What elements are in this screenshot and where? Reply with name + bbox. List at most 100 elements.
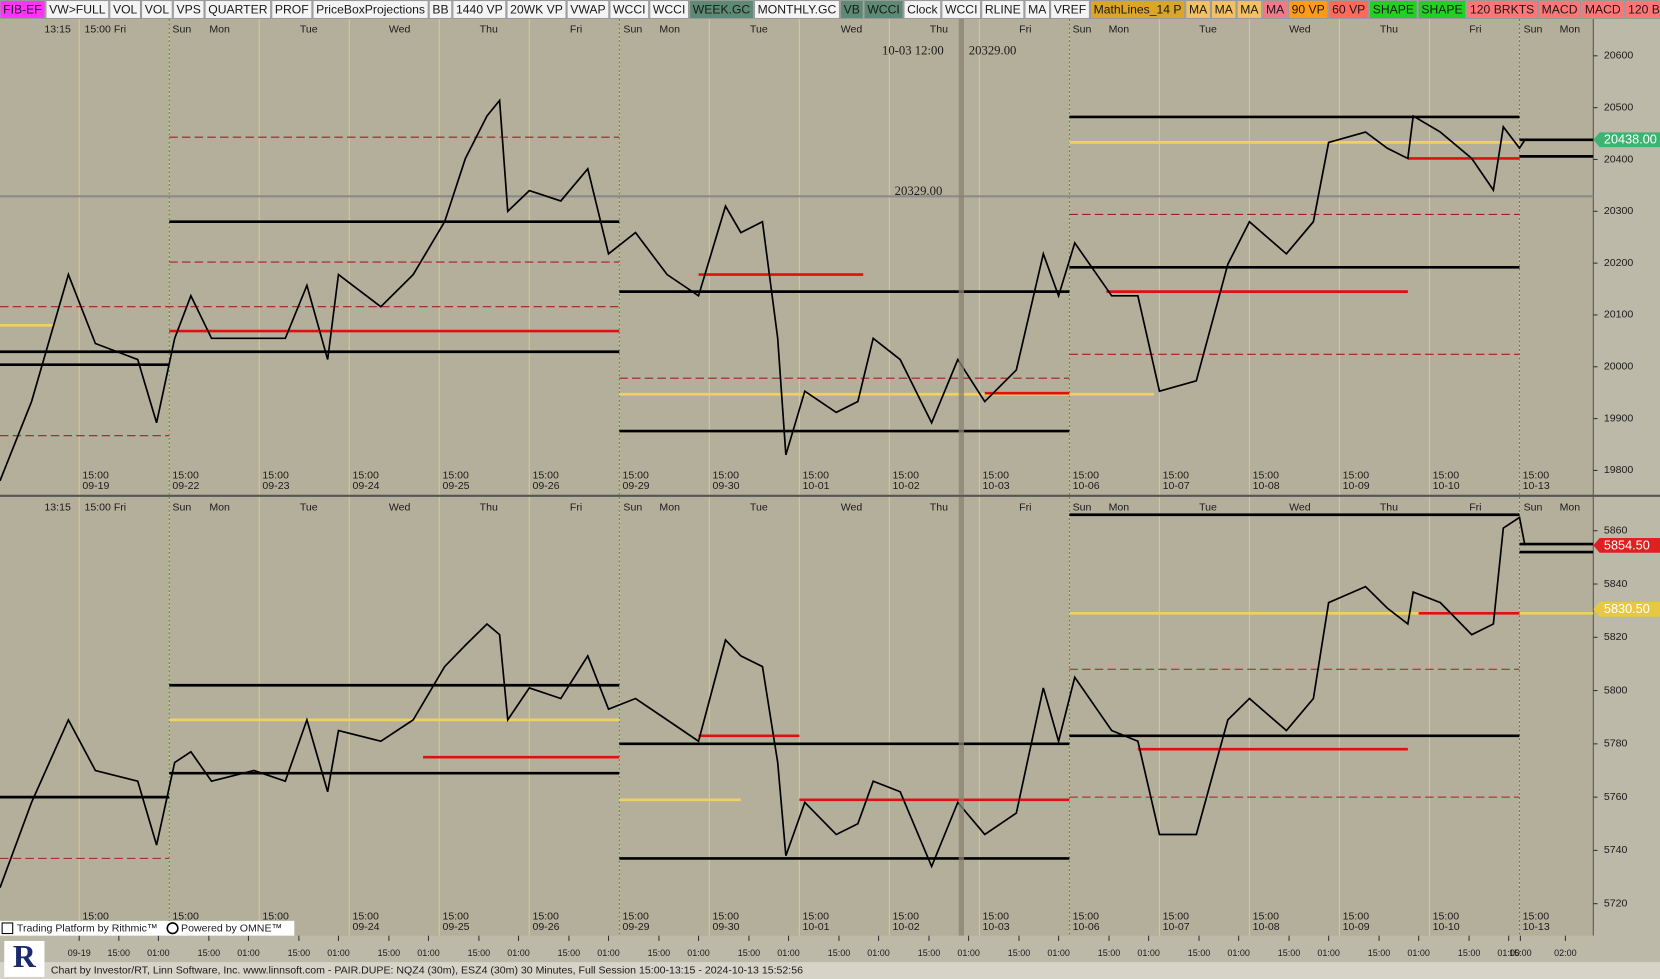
session-time-label: 15:00 [1433, 470, 1460, 482]
toolbar-button[interactable] [312, 0, 429, 20]
date-label: 10-07 [1163, 480, 1190, 492]
toolbar-button[interactable] [452, 0, 507, 20]
date-label: 10-01 [803, 480, 830, 492]
toolbar-button[interactable] [204, 0, 272, 20]
time-tick-label: 15:00 [558, 948, 581, 958]
price-tag-label: 5830.50 [1604, 602, 1650, 616]
day-label: 15:00 Fri [84, 501, 126, 513]
toolbar-button[interactable] [609, 0, 650, 20]
toolbar-button-label: WCCI [653, 2, 685, 16]
toolbar-button[interactable] [172, 0, 205, 20]
panel-es [0, 496, 1594, 936]
toolbar-button[interactable] [1581, 0, 1625, 20]
time-tick-label: 15:00 [1509, 948, 1532, 958]
toolbar-button-label: 20WK VP [510, 2, 563, 16]
toolbar-button[interactable] [1287, 0, 1329, 20]
toolbar-button[interactable] [0, 0, 46, 20]
session-time-label: 15:00 [713, 910, 740, 922]
day-label: Thu [930, 501, 948, 513]
logo: R [4, 939, 45, 977]
date-label: 10-06 [1073, 921, 1100, 933]
date-label: 10-08 [1253, 921, 1280, 933]
toolbar-button[interactable] [753, 0, 840, 20]
toolbar-button[interactable] [109, 0, 142, 20]
y-tick-label: 5760 [1604, 791, 1628, 803]
toolbar-button[interactable] [1236, 0, 1263, 20]
day-label: Mon [1109, 501, 1130, 513]
toolbar-button[interactable] [1328, 0, 1370, 20]
day-label: Mon [1109, 23, 1130, 35]
time-tick-label: 01:00 [1317, 948, 1340, 958]
toolbar-button-label: MONTHLY.GC [758, 2, 837, 16]
session-time-label: 15:00 [1523, 910, 1550, 922]
time-tick-label: 01:00 [237, 948, 260, 958]
toolbar-button[interactable] [271, 0, 313, 20]
date-label: 09-23 [262, 480, 289, 492]
day-label: Sun [172, 23, 191, 35]
toolbar-button[interactable] [839, 0, 864, 20]
toolbar-button[interactable] [981, 0, 1025, 20]
date-label: 10-13 [1523, 921, 1550, 933]
date-label: 10-08 [1253, 480, 1280, 492]
session-time-label: 15:00 [1253, 470, 1280, 482]
session-time-label: 15:00 [262, 470, 289, 482]
day-label: Mon [659, 501, 680, 513]
day-label: Mon [1560, 501, 1581, 513]
y-tick-label: 5800 [1604, 684, 1628, 696]
date-label: 09-24 [352, 480, 379, 492]
toolbar-button[interactable] [1417, 0, 1467, 20]
time-tick-label: 01:00 [687, 948, 710, 958]
day-label: Wed [1289, 23, 1311, 35]
toolbar-button[interactable] [1537, 0, 1582, 20]
toolbar-button[interactable] [649, 0, 690, 20]
y-tick-label: 5840 [1604, 578, 1628, 590]
toolbar-button[interactable] [689, 0, 754, 20]
footer-text: Chart by Investor/RT, Linn Software, Inc… [51, 964, 803, 976]
session-time-label: 15:00 [1433, 910, 1460, 922]
toolbar-button[interactable] [903, 0, 942, 20]
time-tick-label: 01:00 [1497, 948, 1520, 958]
toolbar-button[interactable] [45, 0, 110, 20]
time-tick-label: 01:00 [1137, 948, 1160, 958]
day-label: Wed [1289, 501, 1311, 513]
toolbar-button[interactable] [428, 0, 453, 20]
session-time-label: 15:00 [352, 470, 379, 482]
toolbar-button-label: MA [1266, 2, 1285, 16]
toolbar-button[interactable] [141, 0, 173, 20]
date-label: 09-26 [532, 921, 559, 933]
toolbar-button-label: WEEK.GC [693, 2, 751, 16]
day-label: Thu [1380, 501, 1398, 513]
toolbar-button[interactable] [1262, 0, 1288, 20]
toolbar-button[interactable] [1050, 0, 1090, 20]
day-label: Sun [1524, 23, 1543, 35]
toolbar-button[interactable] [1210, 0, 1237, 20]
day-label: Wed [841, 501, 863, 513]
day-label: Mon [1560, 23, 1581, 35]
toolbar-button[interactable] [863, 0, 904, 20]
date-label: 09-25 [442, 480, 469, 492]
toolbar-button-label: SHAPE [1421, 2, 1462, 16]
toolbar-button[interactable] [1466, 0, 1538, 20]
toolbar-button[interactable] [1369, 0, 1418, 20]
day-label: Wed [389, 23, 411, 35]
toolbar-button[interactable] [941, 0, 982, 20]
y-tick-label: 5780 [1604, 738, 1628, 750]
toolbar-button[interactable] [506, 0, 567, 20]
day-label: Fri [1019, 23, 1031, 35]
session-time-label: 15:00 [803, 910, 830, 922]
toolbar-button[interactable] [1624, 0, 1660, 20]
price-line [0, 516, 1526, 888]
time-tick-label: 15:00 [1008, 948, 1031, 958]
toolbar-button[interactable] [566, 0, 610, 20]
toolbar-button[interactable] [1185, 0, 1211, 20]
toolbar-button-label: 90 VP [1292, 2, 1325, 16]
toolbar-button[interactable] [1024, 0, 1051, 20]
crosshair-price-marker: 20329.00 [895, 184, 943, 198]
toolbar-button-label: VOL [113, 2, 138, 16]
toolbar-button[interactable] [1089, 0, 1186, 20]
date-label: 10-06 [1073, 480, 1100, 492]
toolbar-button-label: MathLines_14 P [1094, 2, 1182, 16]
session-time-label: 15:00 [1523, 470, 1550, 482]
date-label: 09-25 [442, 921, 469, 933]
